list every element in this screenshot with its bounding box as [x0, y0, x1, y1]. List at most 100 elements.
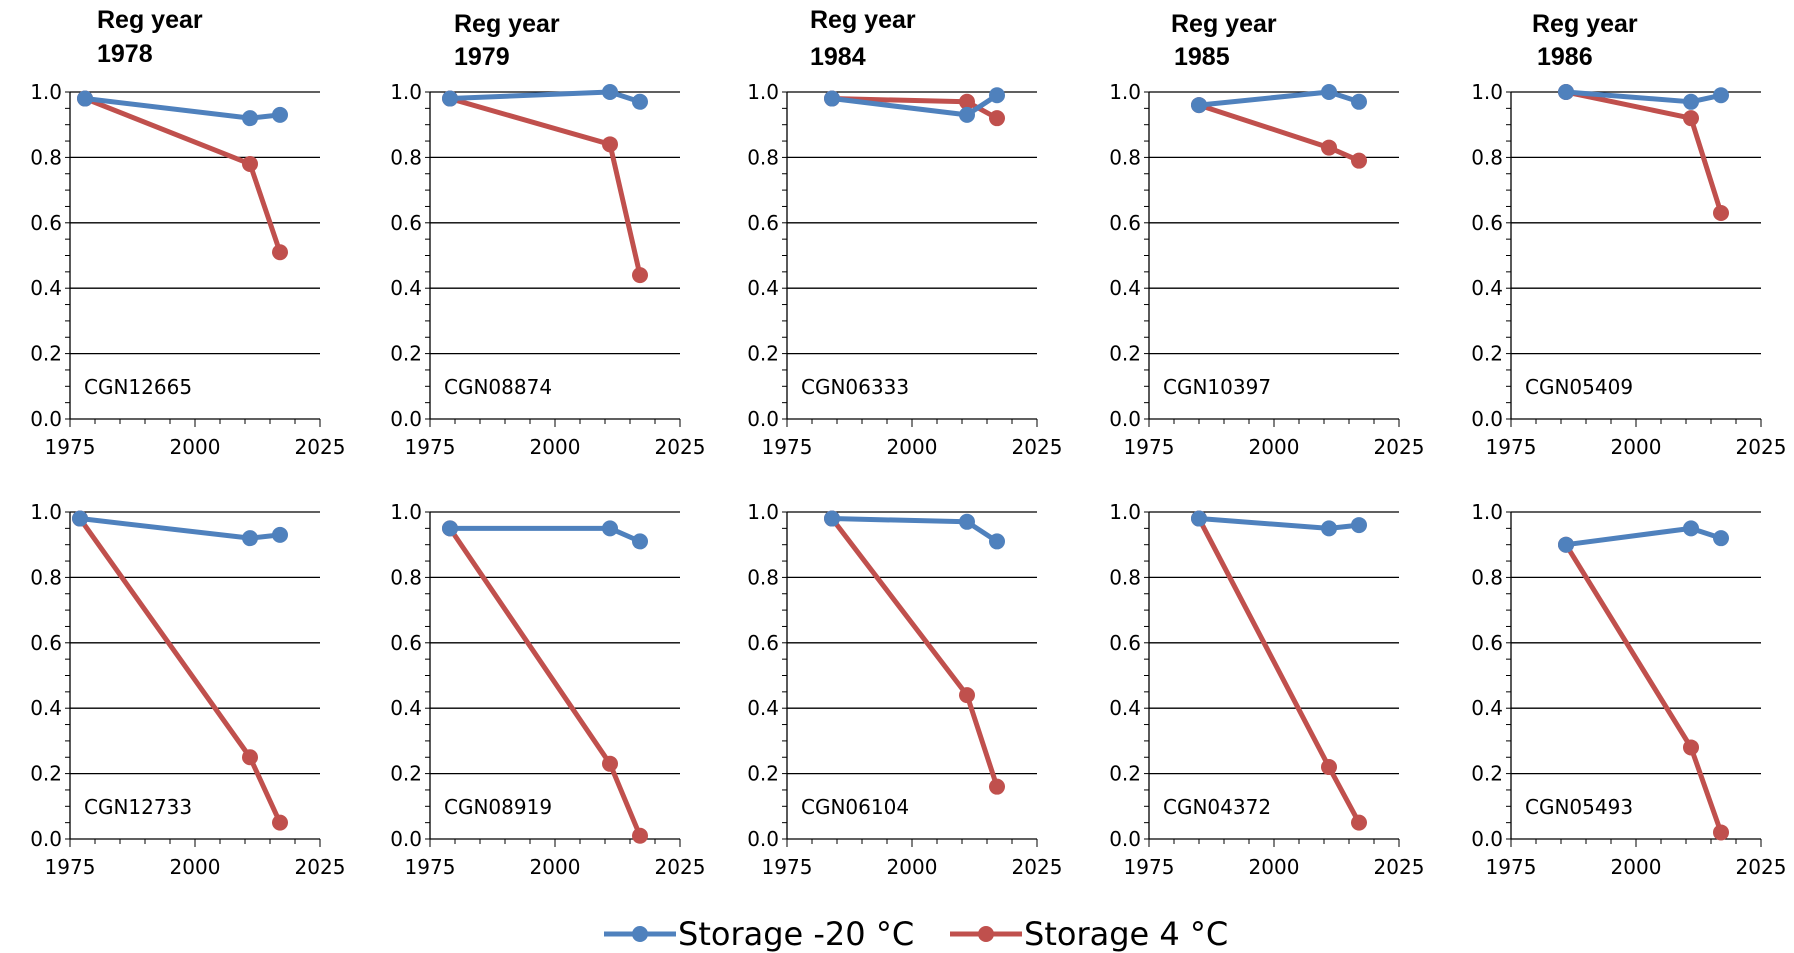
y-tick-label: 0.4: [30, 276, 62, 300]
y-tick-label: 0.4: [1109, 696, 1141, 720]
chart-title: Reg year: [97, 6, 203, 34]
y-tick-label: 1.0: [30, 80, 62, 104]
y-tick-label: 1.0: [1109, 80, 1141, 104]
y-tick-label: 0.6: [747, 211, 779, 235]
y-tick-label: 0.2: [747, 342, 779, 366]
data-point: [1713, 530, 1729, 547]
y-tick-label: 0.0: [390, 827, 422, 851]
data-point: [1683, 520, 1699, 537]
y-tick-label: 1.0: [747, 500, 779, 524]
data-point: [1683, 739, 1699, 756]
chart-panel: 0.0 0.2 0.4 0.6 0.8 1.0 1975 2000 2025 CGN12733: [30, 500, 345, 879]
data-point: [959, 93, 975, 110]
data-point: [1351, 152, 1367, 169]
y-tick-label: 1.0: [1471, 500, 1503, 524]
y-tick-label: 0.0: [1471, 827, 1503, 851]
data-point: [602, 520, 618, 537]
data-point: [1321, 84, 1337, 100]
data-point: [989, 110, 1005, 127]
data-point: [1713, 824, 1729, 841]
x-tick-label: 2000: [1249, 855, 1300, 879]
y-tick-label: 0.0: [1471, 407, 1503, 431]
x-tick-label: 1975: [45, 435, 96, 459]
data-point: [602, 755, 618, 772]
data-point: [1321, 139, 1337, 156]
y-tick-label: 0.2: [390, 762, 422, 786]
x-tick-label: 1975: [45, 855, 96, 879]
accession-label: CGN05493: [1525, 795, 1633, 819]
chart-subtitle: 1986: [1537, 43, 1593, 71]
data-point: [72, 510, 88, 527]
x-tick-label: 2000: [1611, 855, 1662, 879]
y-tick-label: 1.0: [1109, 500, 1141, 524]
x-tick-label: 1975: [1124, 435, 1175, 459]
x-tick-label: 2025: [295, 435, 346, 459]
chart-subtitle: 1984: [810, 43, 866, 71]
data-point: [632, 827, 648, 844]
accession-label: CGN08874: [444, 375, 552, 399]
data-point: [1351, 517, 1367, 534]
legend: Storage -20 °C Storage 4 °C: [604, 915, 1228, 953]
x-tick-label: 2025: [1374, 855, 1425, 879]
chart-panel: Reg year 1986 0.0 0.2 0.4 0.6 0.8 1.0 1975 2000 20…: [1471, 10, 1786, 459]
y-tick-label: 0.4: [390, 276, 422, 300]
data-point: [1713, 87, 1729, 104]
data-point: [77, 90, 93, 107]
y-tick-label: 1.0: [30, 500, 62, 524]
y-tick-label: 1.0: [390, 80, 422, 104]
data-point: [242, 530, 258, 547]
data-point: [989, 533, 1005, 550]
y-tick-label: 0.0: [30, 827, 62, 851]
x-tick-label: 2025: [1012, 435, 1063, 459]
legend-swatch-marker-4: [978, 926, 994, 942]
data-point: [1191, 510, 1207, 527]
data-point: [242, 110, 258, 127]
y-tick-label: 1.0: [747, 80, 779, 104]
y-tick-label: 0.2: [30, 762, 62, 786]
x-tick-label: 1975: [762, 435, 813, 459]
y-tick-label: 0.2: [390, 342, 422, 366]
y-tick-label: 0.6: [1109, 211, 1141, 235]
x-tick-label: 1975: [405, 855, 456, 879]
legend-swatch-marker-minus-20: [632, 926, 648, 942]
accession-label: CGN12665: [84, 375, 192, 399]
chart-title: Reg year: [1171, 10, 1277, 38]
y-tick-label: 0.8: [390, 565, 422, 589]
legend-label-4: Storage 4 °C: [1024, 915, 1228, 953]
y-tick-label: 0.6: [1471, 631, 1503, 655]
data-point: [442, 90, 458, 107]
chart-panel: 0.0 0.2 0.4 0.6 0.8 1.0 1975 2000 2025 CGN06104: [747, 500, 1062, 879]
y-tick-label: 0.8: [747, 565, 779, 589]
x-tick-label: 2025: [1012, 855, 1063, 879]
y-tick-label: 0.6: [390, 211, 422, 235]
series-line: [1563, 543, 1724, 834]
data-point: [824, 90, 840, 107]
data-point: [272, 106, 288, 123]
data-point: [989, 87, 1005, 104]
data-point: [1683, 110, 1699, 127]
chart-subtitle: 1979: [454, 43, 510, 71]
y-tick-label: 0.2: [30, 342, 62, 366]
x-tick-label: 2000: [170, 855, 221, 879]
series-line: [830, 517, 1000, 788]
data-point: [824, 510, 840, 527]
chart-panel: Reg year 1979 0.0 0.2 0.4 0.6 0.8 1.0 1975 2000 20…: [390, 10, 705, 459]
legend-item-storage-minus-20: Storage -20 °C: [604, 915, 914, 953]
y-tick-label: 0.4: [1109, 276, 1141, 300]
y-tick-label: 0.0: [1109, 407, 1141, 431]
accession-label: CGN05409: [1525, 375, 1633, 399]
y-tick-label: 0.8: [1471, 145, 1503, 169]
x-tick-label: 2025: [655, 435, 706, 459]
chart-panel: 0.0 0.2 0.4 0.6 0.8 1.0 1975 2000 2025 CGN05493: [1471, 500, 1786, 879]
data-point: [602, 136, 618, 153]
y-tick-label: 0.6: [30, 211, 62, 235]
data-point: [1558, 536, 1574, 553]
data-point: [272, 244, 288, 261]
y-tick-label: 0.2: [1109, 342, 1141, 366]
accession-label: CGN08919: [444, 795, 552, 819]
y-tick-label: 0.6: [30, 631, 62, 655]
series-line: [1196, 517, 1362, 824]
x-tick-label: 2025: [655, 855, 706, 879]
accession-label: CGN04372: [1163, 795, 1271, 819]
x-tick-label: 1975: [1486, 855, 1537, 879]
